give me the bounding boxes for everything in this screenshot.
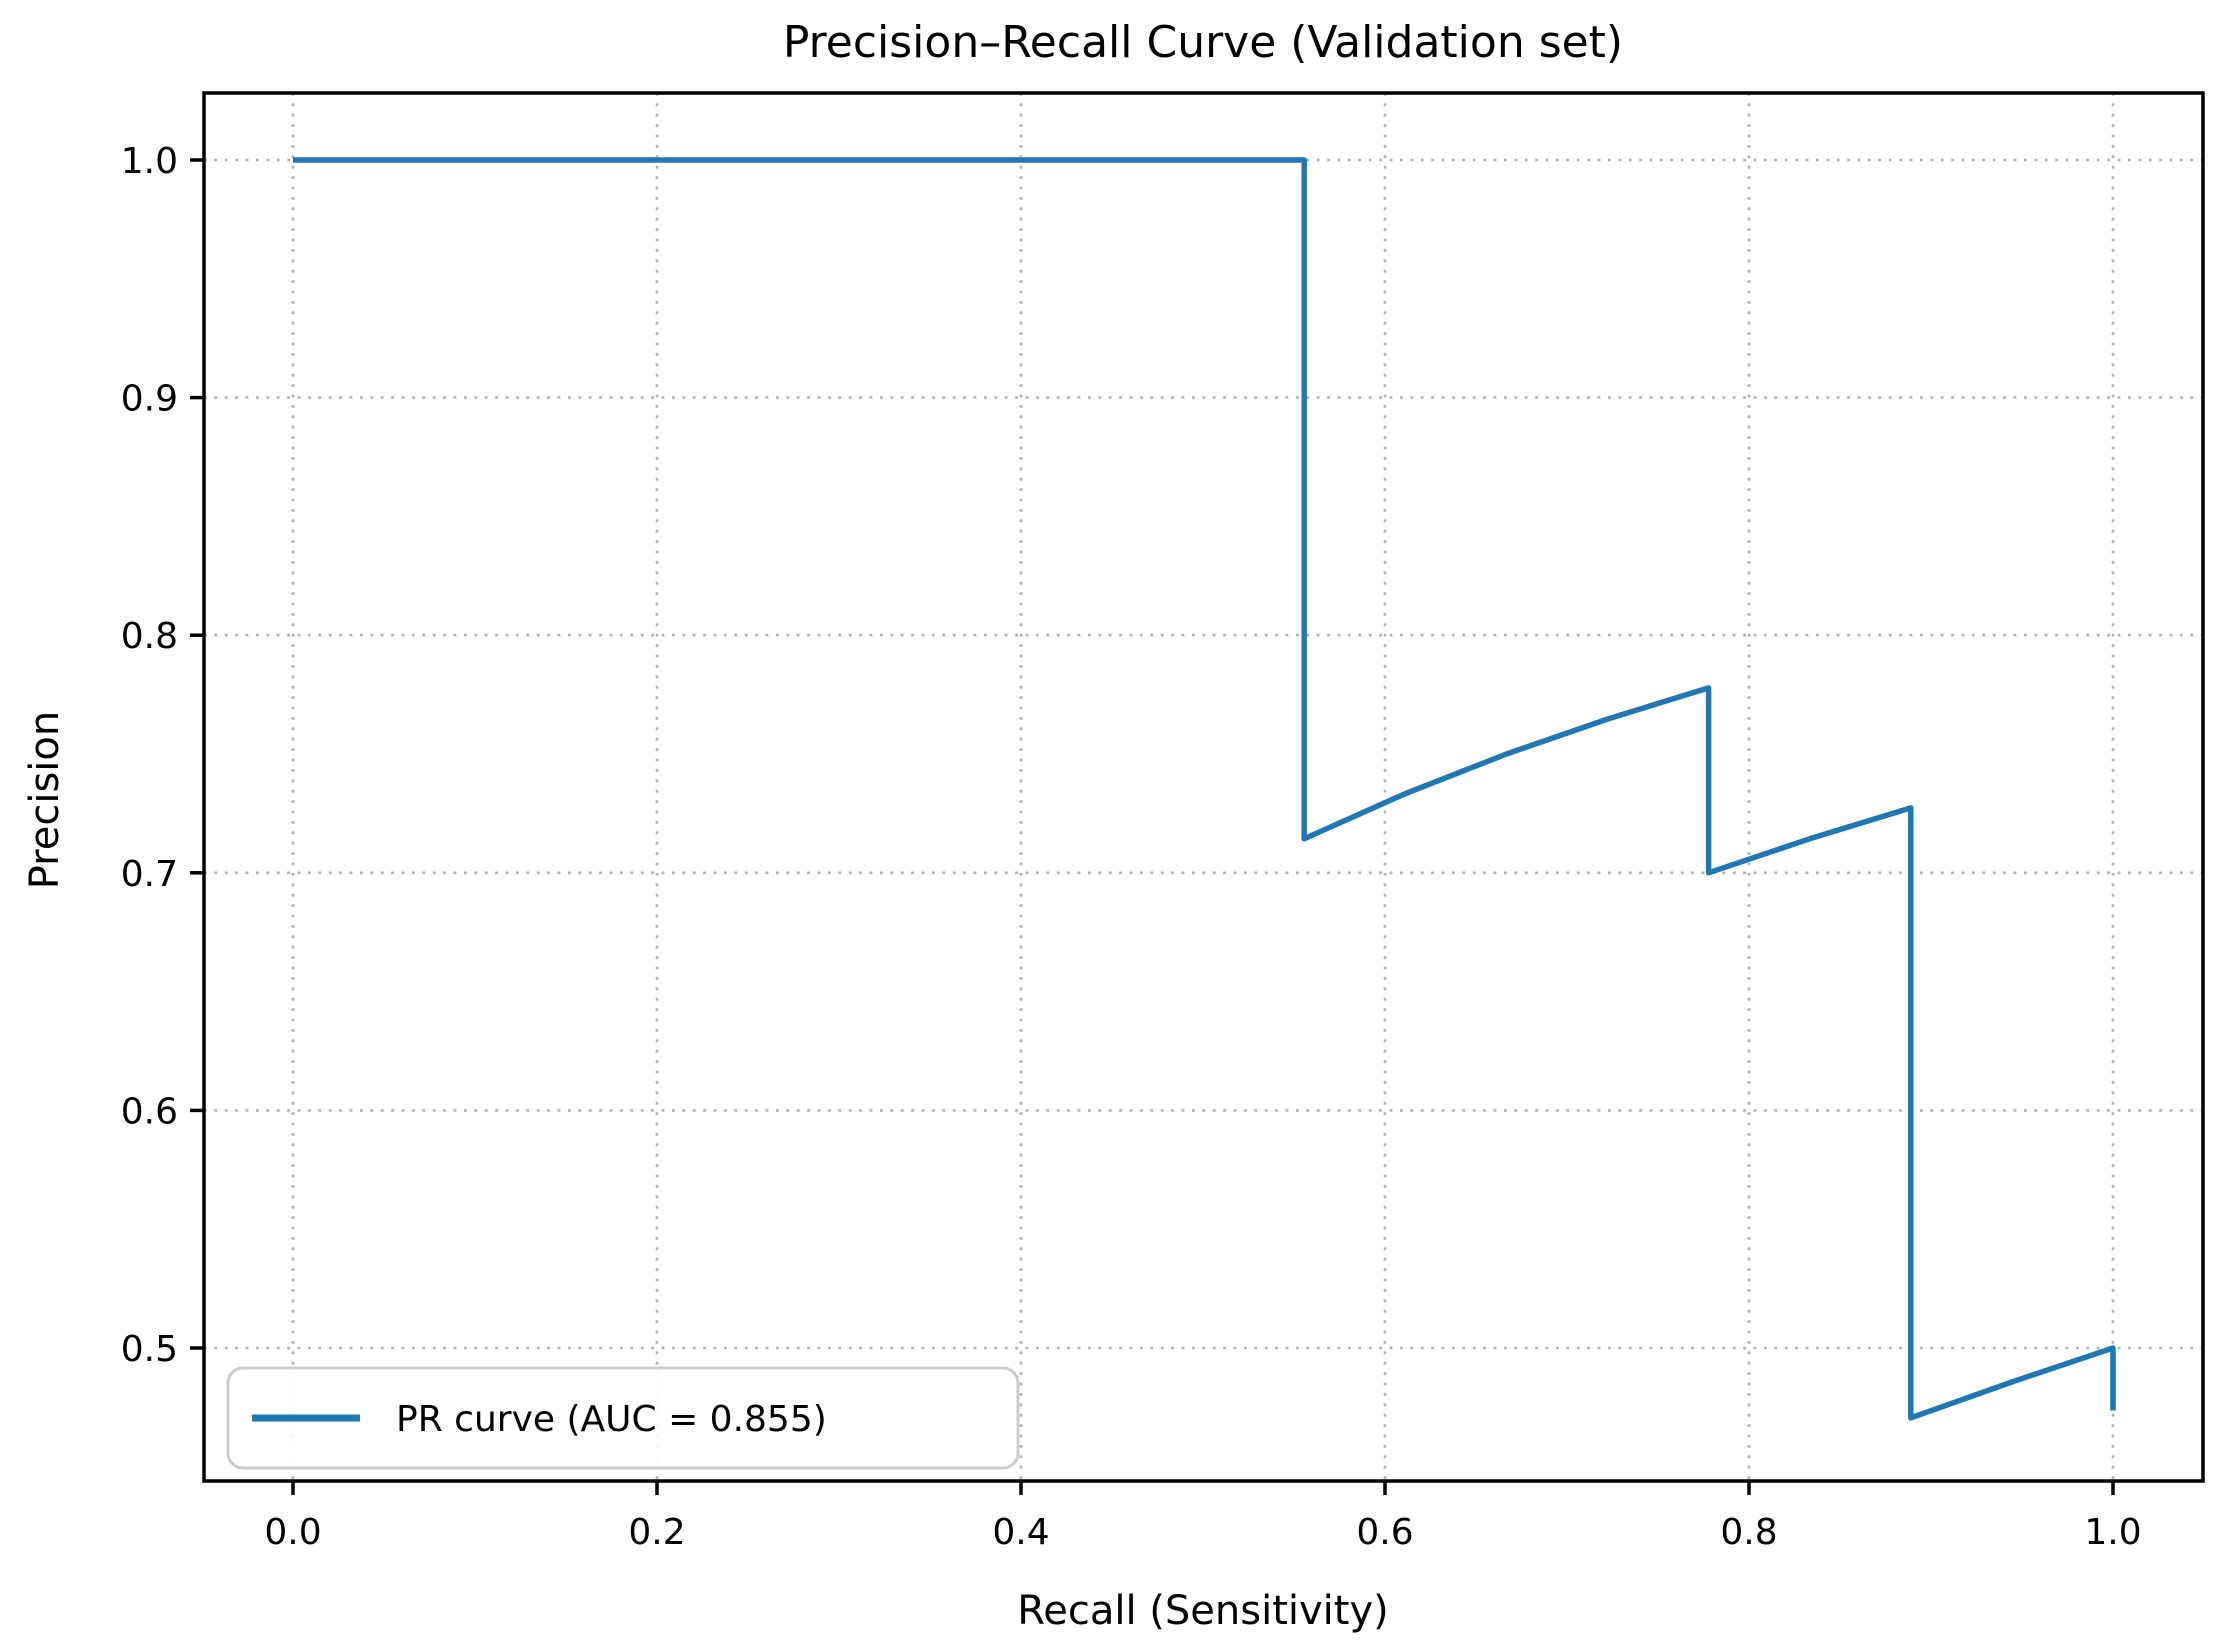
legend-label: PR curve (AUC = 0.855) bbox=[396, 1399, 827, 1440]
axes-frame bbox=[202, 91, 2205, 1483]
x-tick-label: 0.2 bbox=[628, 1512, 685, 1553]
y-tick-label: 0.9 bbox=[121, 379, 178, 420]
x-tick-label: 0.4 bbox=[992, 1512, 1049, 1553]
y-tick-label: 0.6 bbox=[121, 1091, 178, 1132]
y-tick-label: 0.7 bbox=[121, 854, 178, 895]
y-tick-label: 0.8 bbox=[121, 616, 178, 657]
x-gridlines bbox=[291, 93, 2115, 1481]
y-tick-label: 0.5 bbox=[121, 1329, 178, 1370]
x-tick-label: 0.8 bbox=[1720, 1512, 1777, 1553]
y-gridlines bbox=[204, 158, 2203, 1350]
legend-box bbox=[226, 1366, 1020, 1470]
x-ticks bbox=[291, 1481, 2115, 1495]
x-tick-labels: 0.0 0.2 0.4 0.6 0.8 1.0 bbox=[264, 1512, 2141, 1553]
chart-title: Precision–Recall Curve (Validation set) bbox=[783, 17, 1623, 68]
x-tick-label: 0.0 bbox=[264, 1512, 321, 1553]
plot-area bbox=[204, 93, 2203, 1481]
x-axis-label: Recall (Sensitivity) bbox=[1017, 1588, 1389, 1634]
y-tick-labels: 0.5 0.6 0.7 0.8 0.9 1.0 bbox=[121, 141, 178, 1370]
pr-curve-line bbox=[293, 157, 2116, 1421]
legend: PR curve (AUC = 0.855) bbox=[226, 1366, 1020, 1470]
y-tick-label: 1.0 bbox=[121, 141, 178, 182]
x-tick-label: 1.0 bbox=[2084, 1512, 2141, 1553]
x-tick-label: 0.6 bbox=[1356, 1512, 1413, 1553]
y-axis-label: Precision bbox=[22, 711, 68, 889]
y-ticks bbox=[190, 158, 204, 1350]
